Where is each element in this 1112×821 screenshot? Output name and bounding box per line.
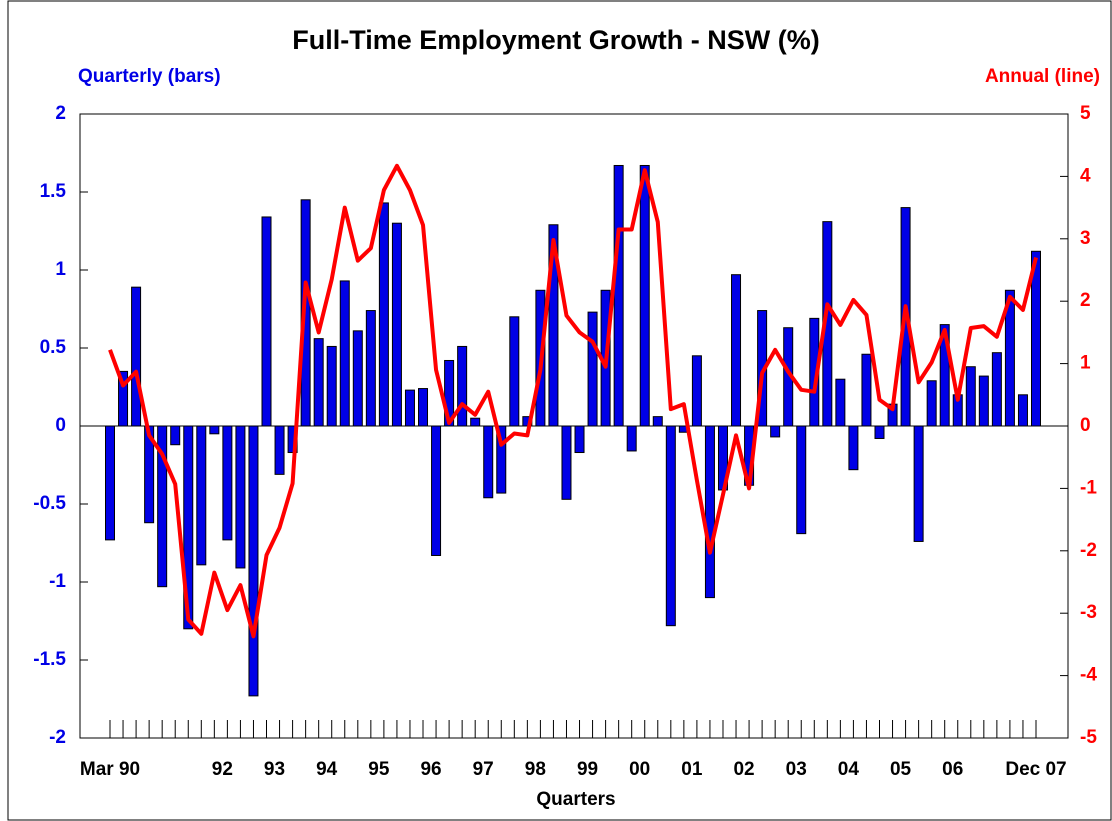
y2-tick-label: -4 — [1080, 665, 1097, 686]
y2-tick-label: 5 — [1080, 103, 1091, 124]
bar — [365, 310, 376, 427]
y2-tick-label: 1 — [1080, 353, 1091, 374]
bar — [248, 425, 259, 697]
bar — [587, 311, 598, 427]
x-axis-label: Quarters — [536, 789, 615, 810]
bar — [691, 355, 702, 427]
x-tick-label: 97 — [473, 759, 494, 780]
bar — [470, 417, 481, 427]
x-tick-label: 02 — [733, 759, 754, 780]
y2-tick-label: 3 — [1080, 228, 1091, 249]
bar — [261, 216, 272, 427]
x-tick-label: 93 — [264, 759, 285, 780]
bar — [926, 380, 937, 427]
y-tick-label: 1 — [55, 259, 66, 280]
bar — [313, 338, 324, 427]
y2-tick-label: -2 — [1080, 540, 1097, 561]
x-tick-label: 04 — [838, 759, 860, 780]
bar — [991, 352, 1002, 427]
x-tick-label: Dec 07 — [1005, 759, 1066, 780]
y-tick-label: 0 — [55, 415, 66, 436]
bar — [561, 425, 572, 500]
y-axis-label: Quarterly (bars) — [78, 66, 221, 87]
x-tick-label: 99 — [577, 759, 598, 780]
bar — [235, 425, 246, 569]
bar — [431, 425, 442, 556]
bar — [639, 164, 650, 427]
bar — [483, 425, 494, 499]
bar — [339, 280, 350, 427]
bar — [222, 425, 233, 541]
x-tick-label: 06 — [942, 759, 963, 780]
bar — [418, 388, 429, 427]
y-tick-label: -2 — [49, 727, 66, 748]
bar — [457, 345, 468, 427]
bar — [378, 202, 389, 427]
bar — [913, 425, 924, 542]
y-tick-label: 2 — [55, 103, 66, 124]
bar — [509, 316, 520, 427]
bar — [170, 425, 181, 446]
bar — [391, 222, 402, 427]
bar — [965, 366, 976, 427]
bar — [105, 425, 115, 541]
bar — [404, 389, 415, 427]
bar — [574, 425, 585, 454]
y-tick-label: -0.5 — [33, 493, 66, 514]
y-tick-label: -1.5 — [33, 649, 66, 670]
bar — [704, 425, 715, 599]
bar — [274, 425, 285, 475]
y2-tick-label: -3 — [1080, 602, 1097, 623]
y-tick-label: 1.5 — [40, 181, 67, 202]
y2-axis-label: Annual (line) — [985, 66, 1100, 87]
x-tick-label: 01 — [681, 759, 703, 780]
bar — [848, 425, 859, 471]
bar — [665, 425, 676, 627]
y-tick-label: -1 — [49, 571, 66, 592]
x-tick-label: 05 — [890, 759, 912, 780]
bar — [770, 425, 781, 438]
bar — [326, 345, 337, 427]
y2-tick-label: -1 — [1080, 477, 1097, 498]
bar — [1017, 394, 1028, 427]
y2-tick-label: 2 — [1080, 290, 1091, 311]
bar — [835, 378, 846, 427]
bar — [874, 425, 885, 439]
line — [108, 163, 1038, 639]
bar — [978, 375, 989, 427]
y2-tick-label: 0 — [1080, 415, 1091, 436]
bar — [626, 425, 637, 452]
y2-tick-label: -5 — [1080, 727, 1097, 748]
bar — [131, 286, 142, 427]
x-tick-label: 92 — [212, 759, 233, 780]
x-tick-label: 98 — [525, 759, 546, 780]
bar — [352, 330, 363, 427]
bar — [796, 425, 807, 535]
x-tick-label: 94 — [316, 759, 338, 780]
y2-tick-label: 4 — [1080, 165, 1091, 186]
x-tick-label: 00 — [629, 759, 650, 780]
bar — [613, 164, 624, 427]
bar — [196, 425, 207, 566]
chart-title: Full-Time Employment Growth - NSW (%) — [292, 25, 820, 55]
bar — [731, 274, 742, 427]
bar — [861, 353, 872, 427]
x-tick-label: 95 — [368, 759, 390, 780]
bar — [652, 416, 663, 427]
bar — [209, 425, 220, 435]
x-tick-label: 96 — [420, 759, 441, 780]
x-tick-label: 03 — [786, 759, 807, 780]
x-tick-label: Mar 90 — [80, 759, 140, 780]
y-tick-label: 0.5 — [40, 337, 67, 358]
